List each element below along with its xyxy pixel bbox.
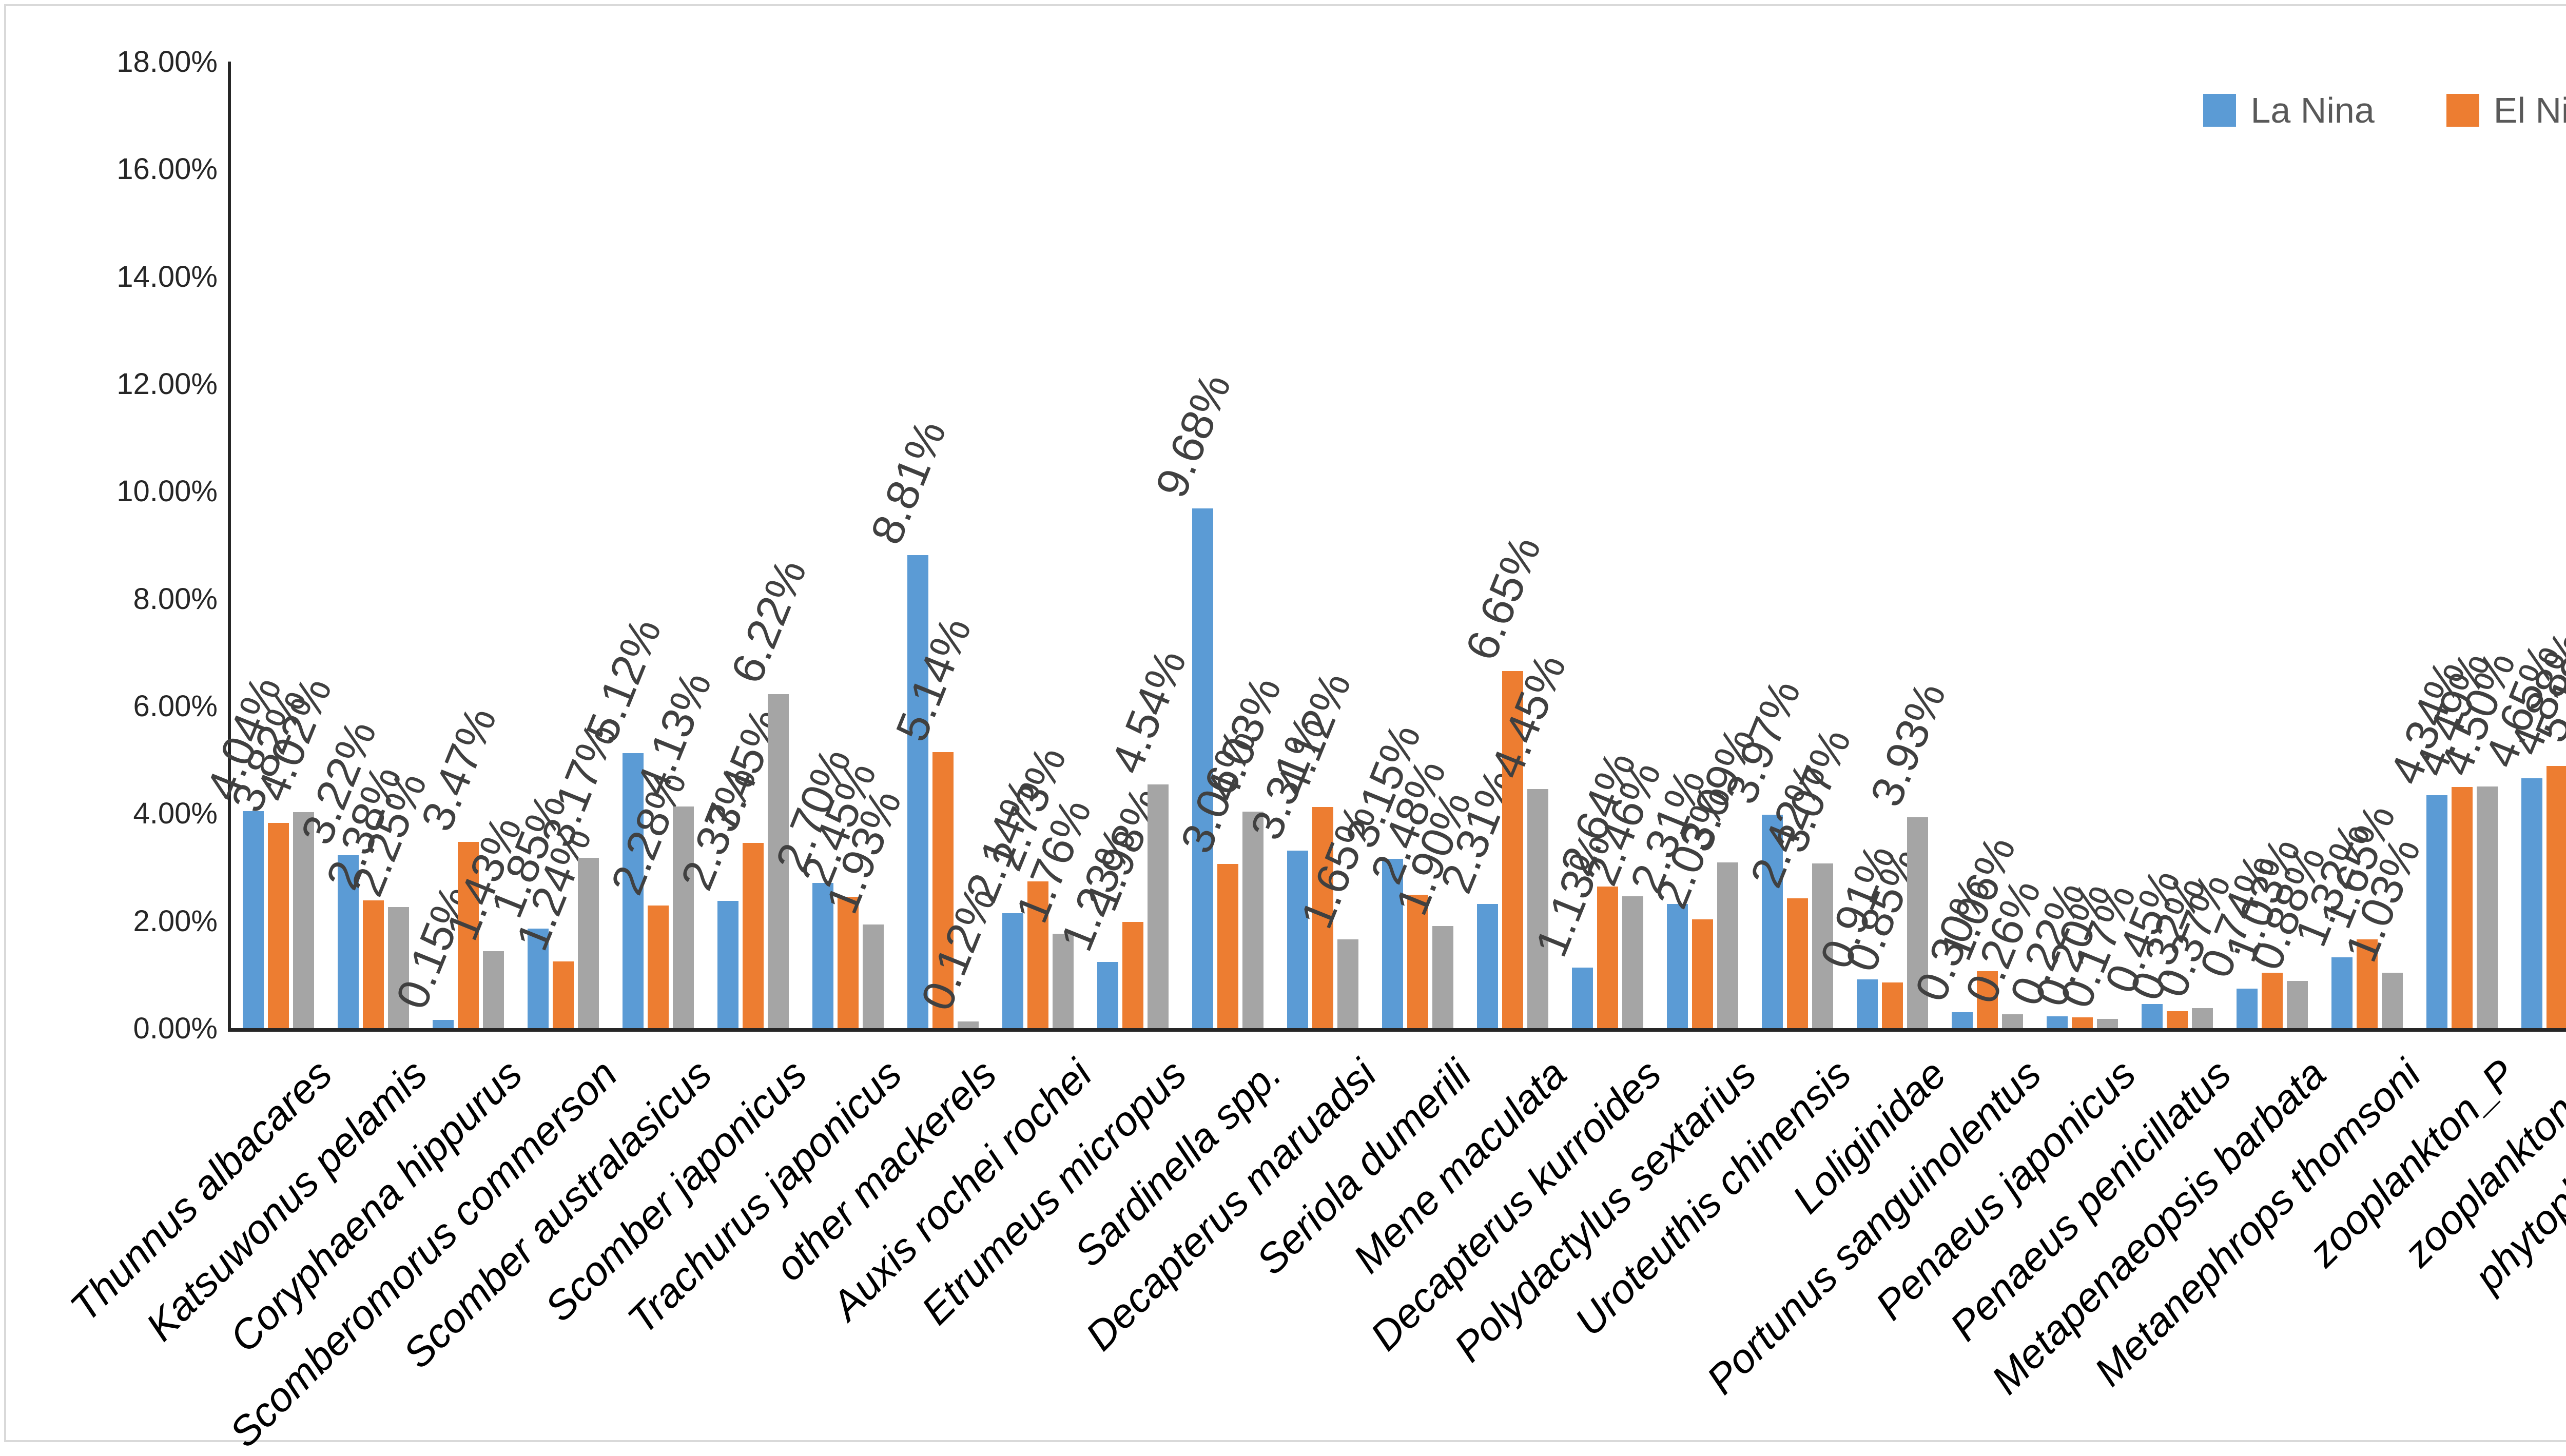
y-tick-label: 8.00% xyxy=(133,582,218,616)
bar-el-nino xyxy=(1787,898,1808,1028)
y-tick-label: 6.00% xyxy=(133,690,218,723)
bar-la-nina xyxy=(717,901,738,1028)
bar-normal xyxy=(1907,817,1928,1028)
bar-el-nino xyxy=(2072,1017,2093,1028)
bar-el-nino xyxy=(2167,1011,2188,1028)
y-tick-label: 12.00% xyxy=(116,367,218,401)
bar-normal xyxy=(2477,786,2498,1028)
y-tick-label: 10.00% xyxy=(116,475,218,508)
y-axis-line xyxy=(228,62,231,1031)
bar-normal xyxy=(1053,934,1074,1028)
bar-normal xyxy=(958,1021,979,1028)
bar-normal xyxy=(1148,784,1169,1028)
bar-normal xyxy=(293,812,314,1028)
bar-la-nina xyxy=(2331,957,2353,1028)
bar-la-nina xyxy=(2142,1004,2163,1028)
bar-normal xyxy=(768,694,789,1028)
bar-el-nino xyxy=(1407,895,1428,1028)
y-tick-label: 0.00% xyxy=(133,1012,218,1045)
bar-normal xyxy=(1622,896,1643,1028)
y-tick-label: 4.00% xyxy=(133,797,218,831)
bar-el-nino xyxy=(268,823,289,1028)
legend-swatch-icon xyxy=(2446,94,2479,127)
bar-el-nino xyxy=(838,897,859,1028)
bar-la-nina xyxy=(1572,968,1593,1028)
legend-item-la-nina: La Nina xyxy=(2203,90,2375,130)
bar-el-nino xyxy=(932,752,954,1028)
bar-normal xyxy=(1242,812,1263,1028)
bar-la-nina xyxy=(1097,962,1118,1028)
bar-la-nina xyxy=(623,753,644,1028)
bar-la-nina xyxy=(243,811,264,1028)
bar-el-nino xyxy=(648,906,669,1028)
y-tick-label: 16.00% xyxy=(116,152,218,186)
bar-el-nino xyxy=(1217,864,1238,1028)
legend-label: La Nina xyxy=(2250,90,2375,130)
bar-normal xyxy=(388,907,409,1028)
bar-la-nina xyxy=(1667,904,1688,1028)
bar-la-nina xyxy=(1287,851,1308,1028)
bar-el-nino xyxy=(1882,982,1903,1028)
bar-normal xyxy=(578,858,599,1028)
bar-el-nino xyxy=(1597,887,1618,1028)
chart-frame xyxy=(4,4,2566,1442)
bar-normal xyxy=(2382,973,2403,1028)
bar-normal xyxy=(2097,1019,2118,1028)
bar-la-nina xyxy=(1952,1012,1973,1028)
bar-la-nina xyxy=(2047,1016,2068,1028)
bar-normal xyxy=(863,924,884,1028)
bar-la-nina xyxy=(2237,989,2258,1028)
bar-la-nina xyxy=(528,929,549,1028)
bar-normal xyxy=(2287,981,2308,1028)
bar-la-nina xyxy=(812,883,833,1028)
bar-el-nino xyxy=(1312,807,1333,1028)
bar-normal xyxy=(673,806,694,1028)
bar-la-nina xyxy=(338,855,359,1028)
bar-la-nina xyxy=(433,1020,454,1028)
bar-la-nina xyxy=(1192,508,1213,1028)
bar-el-nino xyxy=(553,961,574,1028)
bar-normal xyxy=(2002,1014,2023,1028)
bar-el-nino xyxy=(1502,671,1523,1028)
bar-normal xyxy=(1717,862,1738,1028)
bar-la-nina xyxy=(1857,979,1878,1028)
legend-item-el-nino: El Nino xyxy=(2446,92,2566,128)
bar-el-nino xyxy=(1692,919,1713,1028)
legend-swatch-icon xyxy=(2203,94,2237,127)
bar-el-nino xyxy=(1977,971,1998,1028)
bar-el-nino xyxy=(2452,787,2473,1028)
y-tick-label: 14.00% xyxy=(116,260,218,293)
bar-normal xyxy=(483,951,504,1028)
bar-el-nino xyxy=(2357,939,2378,1028)
bar-la-nina xyxy=(1002,913,1023,1028)
bar-normal xyxy=(2192,1008,2213,1028)
bar-el-nino xyxy=(363,900,384,1028)
bar-la-nina xyxy=(1762,815,1783,1028)
bar-la-nina xyxy=(2521,778,2542,1028)
y-tick-label: 2.00% xyxy=(133,904,218,938)
bar-la-nina xyxy=(2426,795,2447,1028)
bar-normal xyxy=(1337,939,1358,1028)
y-tick-label: 18.00% xyxy=(116,45,218,78)
x-axis-line xyxy=(228,1028,2566,1032)
bar-el-nino xyxy=(1122,922,1143,1028)
bar-la-nina xyxy=(907,555,928,1028)
bar-el-nino xyxy=(2546,766,2566,1028)
bar-la-nina xyxy=(1382,859,1403,1028)
bar-normal xyxy=(1527,789,1548,1028)
bar-normal xyxy=(1812,863,1833,1028)
bar-el-nino xyxy=(458,842,479,1028)
bar-el-nino xyxy=(743,843,764,1028)
legend-label: El Nino xyxy=(2493,90,2566,130)
bar-la-nina xyxy=(1477,904,1498,1028)
bar-el-nino xyxy=(1027,881,1048,1028)
bar-normal xyxy=(1432,926,1453,1028)
bar-el-nino xyxy=(2262,973,2283,1028)
